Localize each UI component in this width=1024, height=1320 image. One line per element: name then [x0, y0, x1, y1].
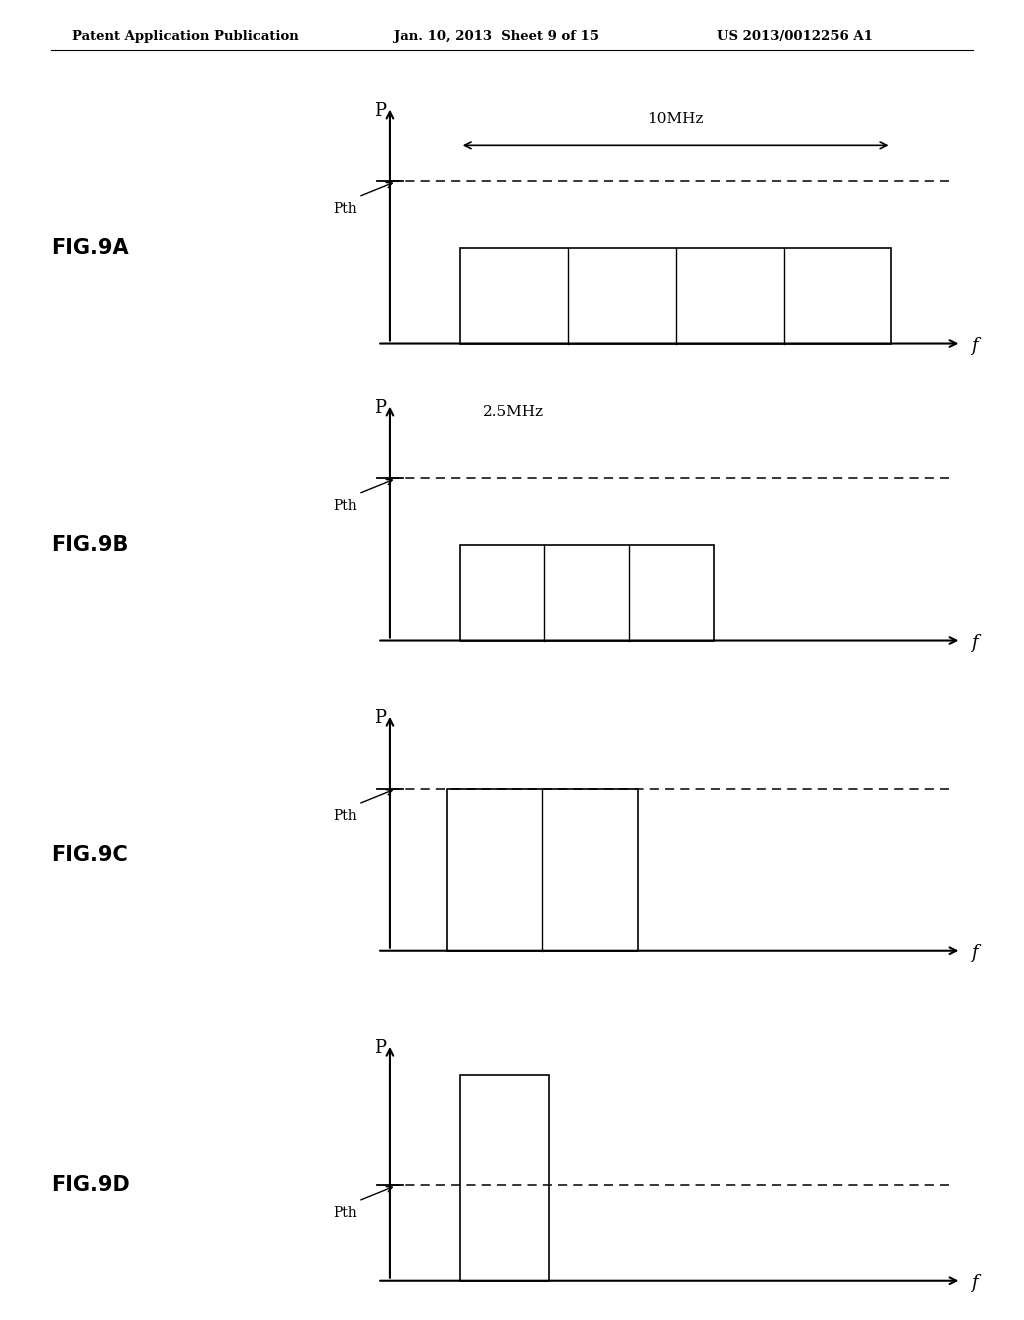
Text: 2.5MHz: 2.5MHz — [483, 405, 544, 420]
Text: FIG.9D: FIG.9D — [51, 1176, 130, 1196]
Bar — [447, 788, 638, 950]
Bar — [460, 545, 714, 640]
Text: P: P — [375, 1039, 386, 1057]
Text: P: P — [375, 102, 386, 120]
Text: Patent Application Publication: Patent Application Publication — [72, 30, 298, 44]
Text: FIG.9B: FIG.9B — [51, 536, 129, 556]
Text: Pth: Pth — [333, 809, 356, 824]
Text: Pth: Pth — [333, 202, 356, 216]
Text: f: f — [971, 1274, 978, 1292]
Text: Pth: Pth — [333, 499, 356, 513]
Text: FIG.9C: FIG.9C — [51, 846, 128, 866]
Text: f: f — [971, 337, 978, 355]
Text: 10MHz: 10MHz — [647, 112, 703, 125]
Text: f: f — [971, 944, 978, 962]
Text: Jan. 10, 2013  Sheet 9 of 15: Jan. 10, 2013 Sheet 9 of 15 — [394, 30, 599, 44]
Text: Pth: Pth — [333, 1206, 356, 1220]
Text: P: P — [375, 399, 386, 417]
Text: US 2013/0012256 A1: US 2013/0012256 A1 — [717, 30, 872, 44]
Bar — [460, 1074, 549, 1280]
Text: f: f — [971, 634, 978, 652]
Text: FIG.9A: FIG.9A — [51, 239, 129, 259]
Text: P: P — [375, 709, 386, 727]
Bar — [460, 248, 892, 343]
